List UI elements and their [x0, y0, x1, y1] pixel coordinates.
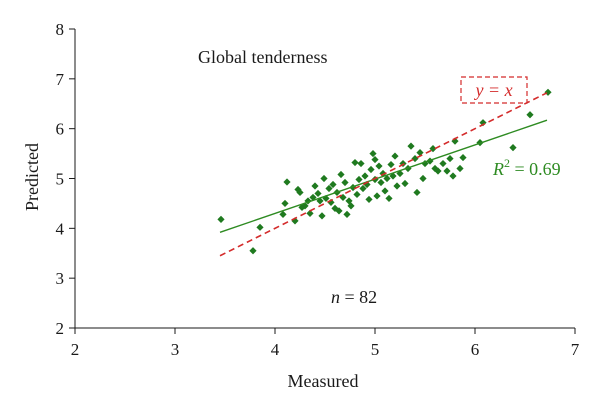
r-squared-value: = 0.69	[510, 159, 561, 179]
data-point	[325, 184, 333, 193]
data-point	[371, 155, 379, 164]
data-point	[449, 172, 457, 180]
data-point	[337, 170, 345, 179]
data-point	[296, 188, 304, 197]
r-squared-label: R2 = 0.69	[492, 156, 561, 179]
data-point	[335, 207, 343, 215]
y-tick-label: 8	[56, 20, 65, 39]
data-point	[377, 178, 385, 187]
data-point	[306, 209, 314, 217]
x-tick-label: 6	[471, 340, 480, 359]
data-points	[217, 88, 552, 255]
identity-line	[219, 92, 548, 257]
data-point	[341, 178, 349, 187]
x-axis-title: Measured	[288, 371, 359, 391]
x-tick-label: 4	[271, 340, 280, 359]
plot-area: 2 3 4 5 6 7 2 3 4 5 6 7 8	[56, 20, 580, 359]
chart-title: Global tenderness	[198, 47, 327, 67]
x-tick-label: 3	[171, 340, 180, 359]
y-axis-ticks: 2 3 4 5 6 7 8	[56, 20, 75, 338]
data-point	[320, 174, 328, 183]
data-point	[365, 195, 373, 204]
data-point	[385, 194, 393, 203]
data-point	[544, 88, 552, 96]
data-point	[509, 144, 517, 152]
regression-line	[219, 119, 548, 233]
data-point	[279, 210, 287, 218]
y-tick-label: 5	[56, 170, 65, 189]
data-point	[434, 167, 442, 175]
data-point	[217, 215, 225, 223]
data-point	[347, 202, 355, 210]
data-point	[401, 179, 409, 188]
data-point	[411, 154, 419, 163]
x-tick-label: 5	[371, 340, 380, 359]
data-point	[456, 164, 464, 173]
data-point	[329, 180, 337, 189]
data-point	[375, 162, 383, 170]
data-point	[369, 149, 377, 158]
data-point	[311, 182, 319, 190]
data-point	[446, 154, 454, 163]
data-point	[381, 187, 389, 195]
x-tick-label: 7	[571, 340, 580, 359]
data-point	[314, 189, 322, 198]
sample-size-symbol: n	[331, 287, 340, 307]
identity-label-box	[460, 76, 528, 104]
data-point	[413, 188, 421, 197]
data-point	[353, 190, 361, 199]
data-point	[359, 184, 367, 193]
identity-label: y = x	[473, 80, 512, 100]
data-point	[355, 175, 363, 184]
data-point	[416, 148, 424, 157]
data-point	[383, 174, 391, 183]
r-squared-symbol: R	[492, 159, 504, 179]
y-tick-label: 7	[56, 70, 65, 89]
data-point	[361, 172, 369, 180]
data-point	[373, 192, 381, 200]
data-point	[393, 182, 401, 190]
y-tick-label: 2	[56, 319, 65, 338]
data-point	[256, 223, 264, 231]
y-tick-label: 3	[56, 269, 65, 288]
r-squared-exponent: 2	[504, 156, 510, 170]
data-point	[443, 167, 451, 175]
data-point	[526, 111, 534, 119]
data-point	[343, 210, 351, 218]
sample-size-label: n = 82	[331, 287, 377, 307]
y-tick-label: 6	[56, 120, 65, 139]
data-point	[459, 153, 467, 162]
y-tick-label: 4	[56, 219, 65, 238]
data-point	[391, 152, 399, 160]
data-point	[407, 142, 415, 150]
data-point	[283, 178, 291, 186]
data-point	[249, 247, 257, 255]
data-point	[439, 159, 447, 168]
x-tick-label: 2	[71, 340, 80, 359]
data-point	[281, 199, 289, 208]
data-point	[357, 159, 365, 168]
data-point	[419, 174, 427, 183]
data-point	[387, 160, 395, 169]
data-point	[318, 212, 326, 220]
y-axis-title: Predicted	[22, 143, 42, 211]
x-axis-ticks: 2 3 4 5 6 7	[71, 328, 580, 359]
data-point	[351, 158, 359, 167]
data-point	[367, 165, 375, 174]
sample-size-value: = 82	[340, 287, 377, 307]
data-point	[429, 145, 437, 153]
